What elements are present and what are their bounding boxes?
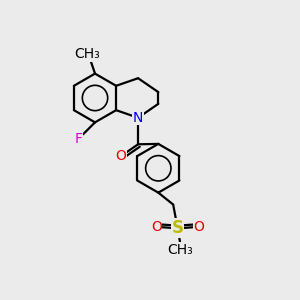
Text: O: O [151,220,162,234]
Text: CH₃: CH₃ [168,243,194,257]
Text: N: N [133,111,143,125]
Text: CH₃: CH₃ [75,47,101,61]
Text: S: S [172,219,184,237]
Text: O: O [194,220,205,234]
Text: F: F [75,132,83,146]
Text: O: O [116,149,126,163]
